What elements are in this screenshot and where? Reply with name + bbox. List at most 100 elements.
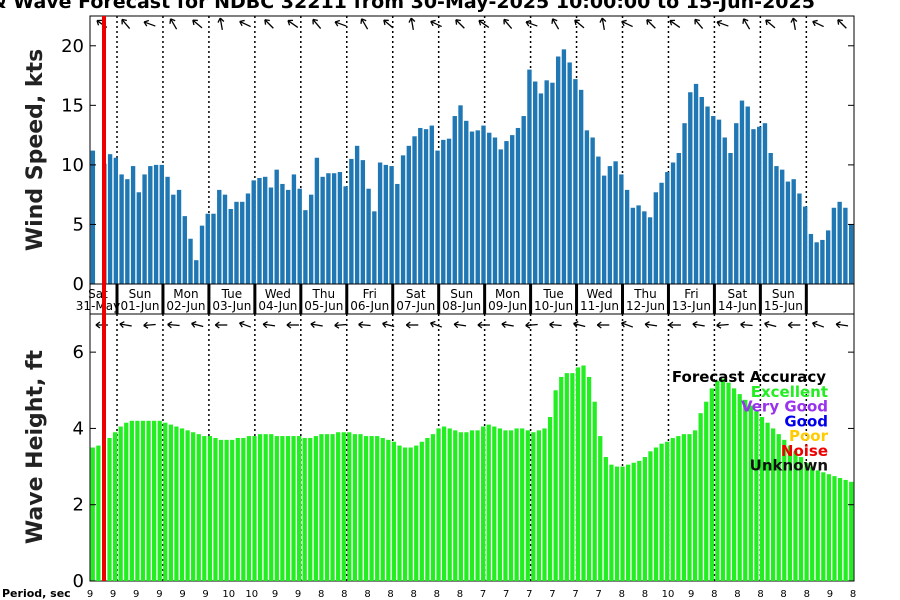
wind-bar [624, 189, 630, 284]
period-value: 8 [411, 589, 417, 600]
wind-bar [544, 80, 549, 284]
wave-bar [687, 434, 692, 581]
wave-arrow-icon [501, 321, 514, 329]
day-weekday-label: Mon [495, 287, 520, 301]
wave-bar [826, 474, 832, 581]
period-value: 8 [734, 589, 740, 600]
wave-bar [458, 432, 463, 581]
wave-bar [737, 394, 742, 581]
wave-bar [620, 466, 625, 581]
wind-bar [670, 162, 676, 284]
wind-bar [354, 145, 360, 284]
wind-bar [785, 181, 791, 284]
wind-bar [228, 208, 233, 284]
legend-item: Noise [781, 442, 828, 460]
wind-bar [159, 164, 164, 284]
wave-bar [614, 466, 620, 581]
wind-bar [217, 189, 222, 284]
wind-bar [148, 166, 153, 284]
wind-tick-label: 20 [61, 36, 84, 57]
wave-arrow-icon [835, 321, 849, 329]
wind-bar [125, 179, 130, 284]
wind-bar [607, 166, 613, 284]
day-divider [207, 284, 211, 314]
wind-bar [234, 201, 239, 284]
day-weekday-label: Fri [363, 287, 377, 301]
wind-arrow-icon [430, 19, 442, 28]
wind-bar [280, 183, 285, 284]
wind-arrow-icon [599, 17, 607, 31]
day-weekday-label: Sat [728, 287, 748, 301]
wave-bar [453, 430, 458, 581]
wave-bar [681, 434, 687, 581]
wind-bar [469, 131, 475, 284]
wind-bar [768, 152, 773, 284]
wave-bar [782, 439, 787, 581]
day-date-label: 31-May [76, 299, 120, 313]
wind-arrow-icon [503, 18, 513, 30]
wind-bar [693, 83, 699, 284]
wave-bar [715, 380, 720, 581]
wave-bar [575, 367, 581, 581]
wind-bar [113, 157, 119, 284]
wind-bars [90, 49, 854, 285]
day-weekday-label: Wed [265, 287, 291, 301]
wave-tick-label: 4 [73, 418, 84, 439]
wind-bar [291, 174, 297, 284]
wind-arrow-icon [525, 19, 538, 27]
wave-bar [196, 434, 201, 581]
wind-y-axis: 0 5 10 15 20 [61, 36, 854, 295]
wave-bar [648, 451, 653, 581]
wind-bar [848, 224, 854, 284]
wave-bar [475, 430, 480, 581]
wave-bar [837, 478, 843, 581]
day-weekday-label: Fri [684, 287, 698, 301]
day-weekday-label: Wed [586, 287, 612, 301]
legend-item: Excellent [751, 383, 828, 401]
wave-bar [308, 437, 313, 581]
wave-bar [525, 430, 530, 581]
period-value: 8 [780, 589, 786, 600]
wind-bar [613, 161, 618, 284]
wave-bar [386, 439, 391, 581]
wind-tick-label: 5 [73, 214, 84, 235]
period-value: 9 [87, 589, 93, 600]
wave-bar [570, 373, 575, 581]
period-value: 8 [804, 589, 810, 600]
wind-bar [165, 176, 170, 284]
period-value: 7 [503, 589, 509, 600]
day-divider [529, 284, 533, 314]
day-date-label: 01-Jun [120, 299, 159, 313]
wave-bar [140, 420, 146, 581]
wave-bar [375, 436, 380, 581]
wind-bar [435, 150, 440, 284]
wind-tick-label: 0 [73, 274, 84, 295]
wind-arrow-icon [694, 18, 704, 30]
wave-bar [464, 432, 469, 581]
wave-bar [508, 430, 514, 581]
day-weekday-label: Sun [772, 287, 795, 301]
wave-bar [419, 441, 424, 581]
wind-bar [716, 119, 722, 284]
wave-bar [642, 457, 647, 581]
wind-arrow-icon [765, 19, 776, 29]
day-divider [621, 284, 625, 314]
wind-bar [251, 180, 256, 284]
wind-arrow-icon [192, 19, 203, 29]
day-weekday-label: Sun [129, 287, 152, 301]
day-weekday-label: Thu [312, 287, 336, 301]
wind-bar [550, 82, 555, 284]
wave-bars [90, 365, 854, 581]
wind-bar [383, 164, 389, 284]
wave-bar [748, 405, 753, 581]
period-value: 8 [642, 589, 648, 600]
day-divider [483, 284, 487, 314]
period-value: 10 [245, 589, 258, 600]
current-time-marker [102, 16, 106, 581]
period-value: 7 [596, 589, 602, 600]
wave-arrow-icon [239, 320, 252, 328]
wave-arrow-icon [644, 321, 658, 329]
day-date-label: 10-Jun [534, 299, 573, 313]
wind-arrow-icon [264, 19, 274, 29]
wind-bar [481, 125, 486, 284]
